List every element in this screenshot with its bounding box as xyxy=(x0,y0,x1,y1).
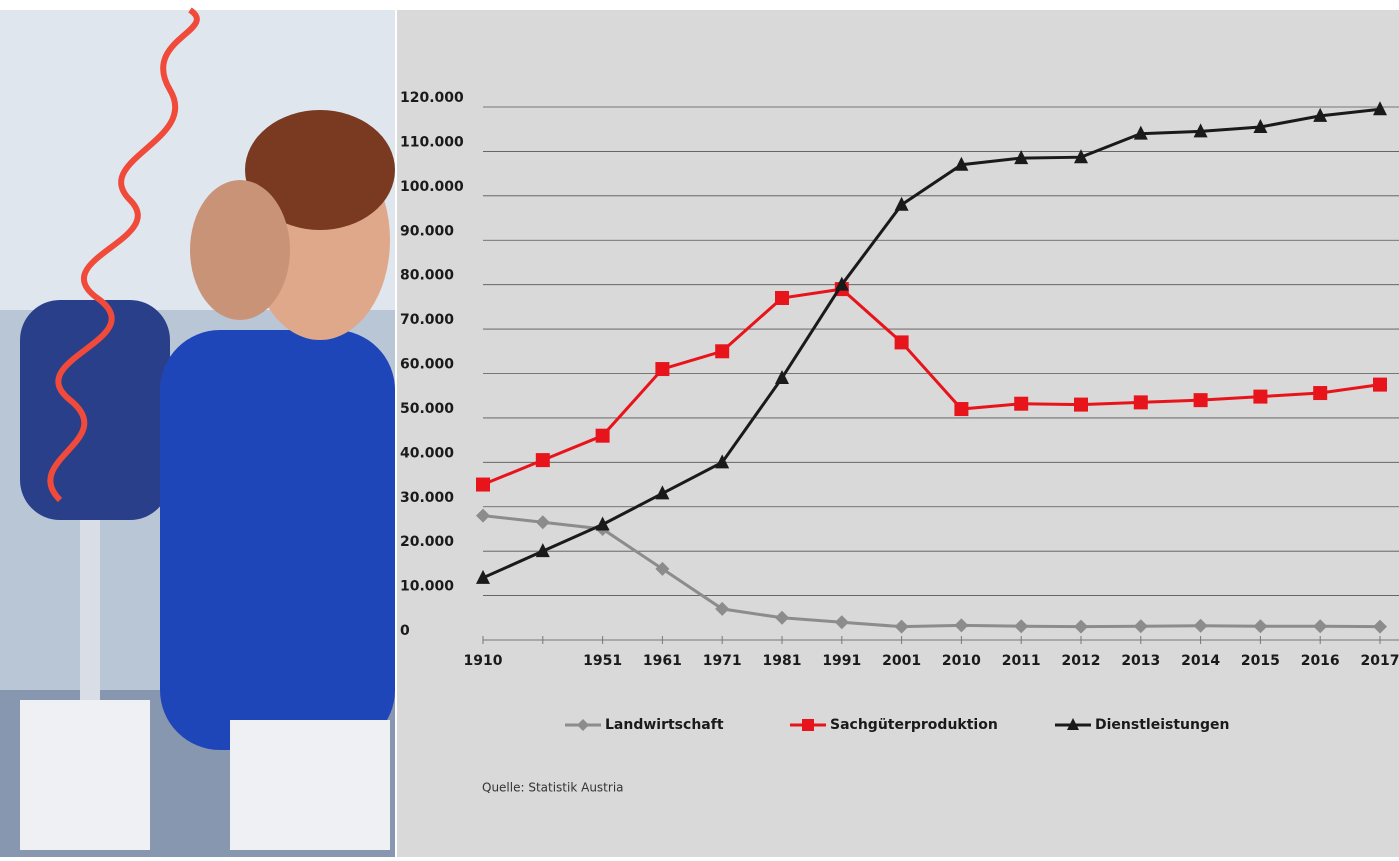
marker xyxy=(1194,393,1208,407)
x-tick-label: 2010 xyxy=(942,653,981,669)
y-tick-label: 30.000 xyxy=(400,490,454,506)
y-tick-label: 40.000 xyxy=(400,445,454,461)
y-tick-label: 0 xyxy=(400,623,410,639)
y-tick-label: 60.000 xyxy=(400,357,454,373)
marker xyxy=(1313,386,1327,400)
marker xyxy=(1373,378,1387,392)
y-tick-label: 80.000 xyxy=(400,268,454,284)
x-tick-label: 1991 xyxy=(822,653,861,669)
marker xyxy=(895,335,909,349)
x-tick-label: 2014 xyxy=(1181,653,1220,669)
x-tick-label: 2015 xyxy=(1241,653,1280,669)
y-tick-label: 10.000 xyxy=(400,579,454,595)
photo-person xyxy=(160,330,395,750)
y-tick-label: 110.000 xyxy=(400,134,464,150)
page: Quelle: Statistik Austria 0 10.000 20.000 3… xyxy=(0,0,1399,857)
x-tick-label: 1951 xyxy=(583,653,622,669)
y-tick-label: 90.000 xyxy=(400,223,454,239)
source-note: Quelle: Statistik Austria xyxy=(482,781,624,795)
x-tick-label: 2016 xyxy=(1301,653,1340,669)
x-tick-label: 1981 xyxy=(763,653,802,669)
marker xyxy=(476,478,490,492)
x-tick-label: 2011 xyxy=(1002,653,1041,669)
marker xyxy=(775,291,789,305)
y-tick-label: 70.000 xyxy=(400,312,454,328)
y-tick-label: 50.000 xyxy=(400,401,454,417)
photo xyxy=(0,10,395,857)
x-tick-label: 2013 xyxy=(1121,653,1160,669)
x-tick-label: 1961 xyxy=(643,653,682,669)
x-tick-label: 1910 xyxy=(464,653,503,669)
x-tick-label: 2012 xyxy=(1062,653,1101,669)
marker xyxy=(596,429,610,443)
marker xyxy=(655,362,669,376)
legend-label: Sachgüterproduktion xyxy=(830,717,998,733)
photo-face xyxy=(190,180,290,320)
chart: Quelle: Statistik Austria 0 10.000 20.000 3… xyxy=(0,0,1399,857)
marker xyxy=(715,344,729,358)
marker xyxy=(954,402,968,416)
photo-person xyxy=(20,300,170,520)
marker xyxy=(1134,395,1148,409)
y-tick-label: 100.000 xyxy=(400,179,464,195)
x-tick-label: 2001 xyxy=(882,653,921,669)
marker xyxy=(536,453,550,467)
marker xyxy=(1074,398,1088,412)
legend-label: Landwirtschaft xyxy=(605,717,724,733)
marker xyxy=(1014,397,1028,411)
x-tick-label: 1971 xyxy=(703,653,742,669)
legend-label: Dienstleistungen xyxy=(1095,717,1229,733)
marker xyxy=(1253,390,1267,404)
y-tick-label: 120.000 xyxy=(400,90,464,106)
photo-part xyxy=(20,700,150,850)
x-tick-label: 2017 xyxy=(1361,653,1399,669)
legend-marker xyxy=(802,719,814,731)
y-tick-label: 20.000 xyxy=(400,534,454,550)
photo-part xyxy=(230,720,390,850)
